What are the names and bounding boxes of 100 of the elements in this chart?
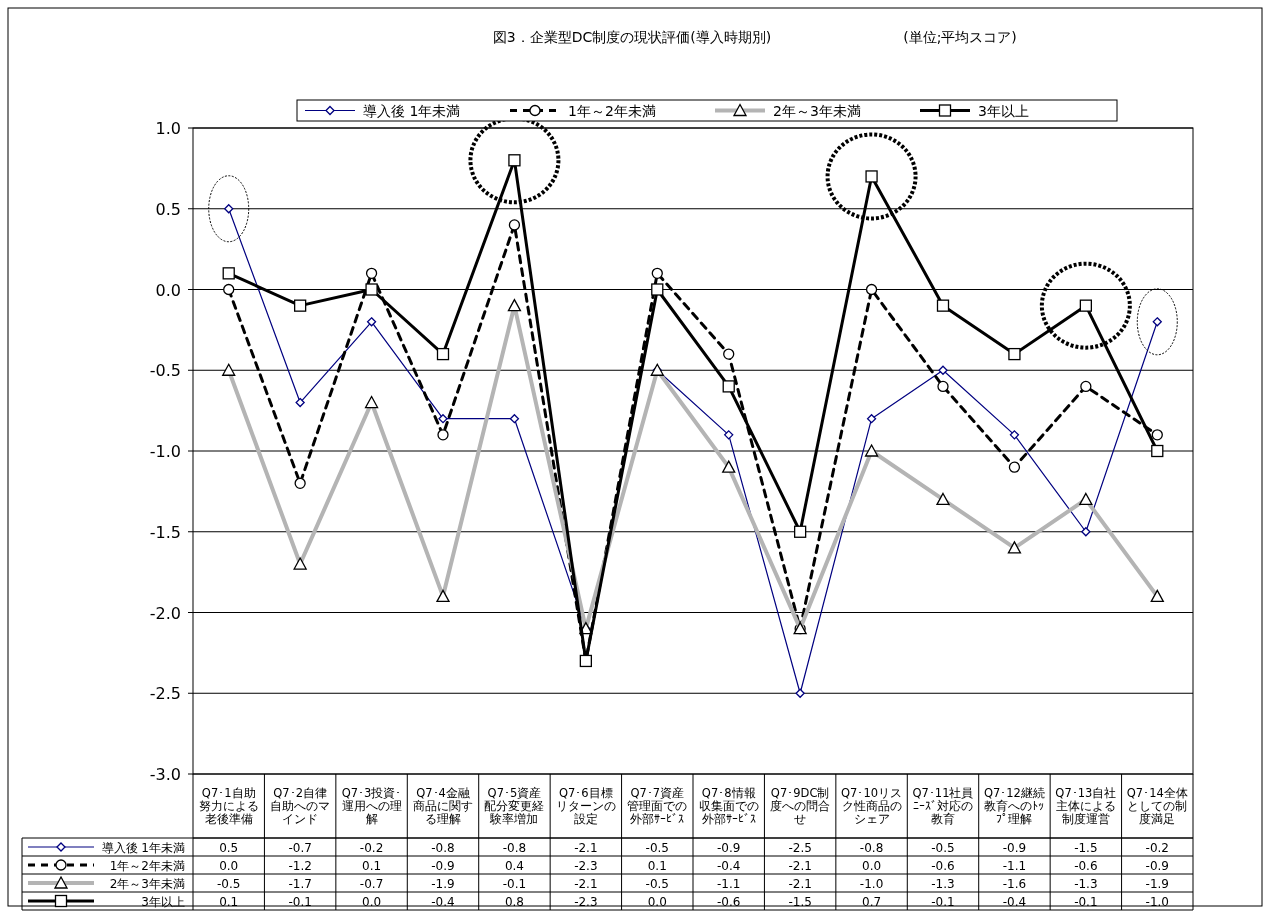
- point: [1152, 317, 1162, 327]
- point: [365, 283, 378, 296]
- x-tick-label: Q7･13自社主体による制度運営: [1055, 785, 1117, 826]
- point: [294, 477, 306, 489]
- y-tick-label: -2.0: [149, 603, 181, 623]
- data-label: 0.0: [862, 859, 882, 873]
- text: 導入後 1年未満: [101, 841, 185, 855]
- y-tick-label: -2.5: [149, 684, 181, 704]
- data-label: -2.5: [788, 841, 812, 855]
- point: [723, 348, 735, 360]
- x-tick-label: Q7･11社員ﾆｰｽﾞ対応の教育: [912, 785, 974, 826]
- point: [793, 525, 807, 538]
- point: [1081, 527, 1091, 537]
- point: [438, 414, 448, 424]
- y-tick-label: 0.5: [155, 199, 181, 219]
- point: [1008, 347, 1021, 361]
- data-label: -1.5: [1074, 841, 1098, 855]
- point: [436, 347, 450, 361]
- data-label: -0.5: [217, 877, 241, 891]
- point: [365, 267, 378, 279]
- data-label: 0.1: [647, 859, 667, 873]
- y-tick-label: -0.5: [149, 361, 181, 381]
- data-label: -0.5: [645, 841, 669, 855]
- data-label: 0.0: [647, 895, 667, 909]
- data-label: -0.1: [1074, 895, 1098, 909]
- data-label: -0.4: [717, 859, 741, 873]
- point: [509, 414, 520, 424]
- data-label: -2.3: [574, 895, 598, 909]
- data-label: -2.1: [574, 877, 598, 891]
- point: [508, 219, 521, 231]
- x-tick-label: Q7･3投資･運用への理解: [341, 785, 402, 826]
- chart-subtitle: (単位;平均スコア): [903, 29, 1017, 45]
- point: [1151, 429, 1163, 441]
- data-label: -0.6: [717, 895, 741, 909]
- chart-title: 図3．企業型DC制度の現状評価(導入時期別): [492, 29, 772, 45]
- data-label: -1.9: [431, 877, 455, 891]
- data-label: -0.9: [1145, 859, 1169, 873]
- data-label: 0.1: [362, 859, 382, 873]
- x-tick-label: Q7･8情報収集面での外部ｻｰﾋﾞｽ: [698, 785, 759, 826]
- data-label: -0.8: [502, 841, 527, 855]
- point: [222, 267, 235, 280]
- data-label: 0.7: [862, 895, 882, 909]
- x-tick-label: Q7･5資産配分変更経験率増加: [484, 785, 545, 826]
- data-label: -0.6: [931, 859, 955, 873]
- point: [1009, 430, 1020, 440]
- x-tick-label: Q7･6目標リターンの設定: [555, 785, 616, 826]
- data-label: -1.3: [931, 877, 955, 891]
- data-label: -1.7: [288, 877, 312, 891]
- data-label: 0.1: [219, 895, 239, 909]
- y-tick-label: -1.0: [149, 442, 181, 461]
- point: [938, 365, 948, 375]
- y-tick-label: 1.0: [155, 119, 181, 138]
- point: [224, 204, 234, 214]
- data-label: -0.1: [502, 877, 527, 891]
- point: [437, 429, 449, 441]
- point: [936, 299, 950, 312]
- point: [795, 688, 805, 698]
- data-label: -1.0: [1145, 895, 1169, 909]
- point: [1079, 299, 1093, 312]
- data-label: -0.9: [717, 841, 741, 855]
- point: [1151, 444, 1164, 458]
- data-label: -0.1: [931, 895, 955, 909]
- data-label: -0.9: [1002, 841, 1027, 855]
- data-label: -0.4: [1002, 895, 1027, 909]
- point: [865, 283, 878, 296]
- data-label: -1.6: [1002, 877, 1027, 891]
- data-label: -1.3: [1074, 877, 1098, 891]
- x-tick-label: Q7･14全体としての制度満足: [1126, 785, 1188, 826]
- data-label: -1.9: [1145, 877, 1169, 891]
- x-tick-label: Q7･4金融商品に関する理解: [413, 785, 473, 826]
- x-tick-label: Q7･9DC制度への問合せ: [770, 785, 831, 826]
- point: [1008, 461, 1021, 473]
- data-label: -2.1: [788, 877, 812, 891]
- point: [295, 397, 305, 408]
- data-label: -2.1: [574, 841, 598, 855]
- data-label: 0.0: [362, 895, 382, 909]
- point: [865, 170, 878, 183]
- point: [223, 283, 235, 296]
- y-tick-label: -1.5: [149, 522, 181, 542]
- data-label: -2.1: [788, 859, 812, 873]
- x-tick-label: Q7･12継続教育へのﾄｯﾌﾟ理解: [983, 785, 1045, 826]
- legend-label: 1年～2年未満: [568, 103, 656, 119]
- data-label: -1.1: [717, 877, 741, 891]
- x-tick-label: Q7･1自助努力による老後準備: [198, 785, 259, 826]
- data-label: -2.3: [574, 859, 598, 873]
- text: 1年～2年未満: [109, 859, 185, 873]
- point: [651, 283, 664, 296]
- point: [1080, 380, 1092, 393]
- data-label: -0.4: [431, 895, 455, 909]
- data-label: -0.1: [288, 895, 312, 909]
- legend-label: 3年以上: [978, 103, 1029, 119]
- data-label: -0.9: [431, 859, 455, 873]
- data-label: -0.8: [859, 841, 884, 855]
- legend-label: 導入後 1年未満: [363, 103, 461, 119]
- data-label: -0.6: [1074, 859, 1098, 873]
- data-label: 0.0: [219, 859, 239, 873]
- x-tick-label: Q7･10リスク性商品のシェア: [841, 785, 903, 826]
- point: [651, 267, 663, 279]
- text: 2年～3年未満: [109, 877, 185, 891]
- text: 3年以上: [141, 895, 185, 909]
